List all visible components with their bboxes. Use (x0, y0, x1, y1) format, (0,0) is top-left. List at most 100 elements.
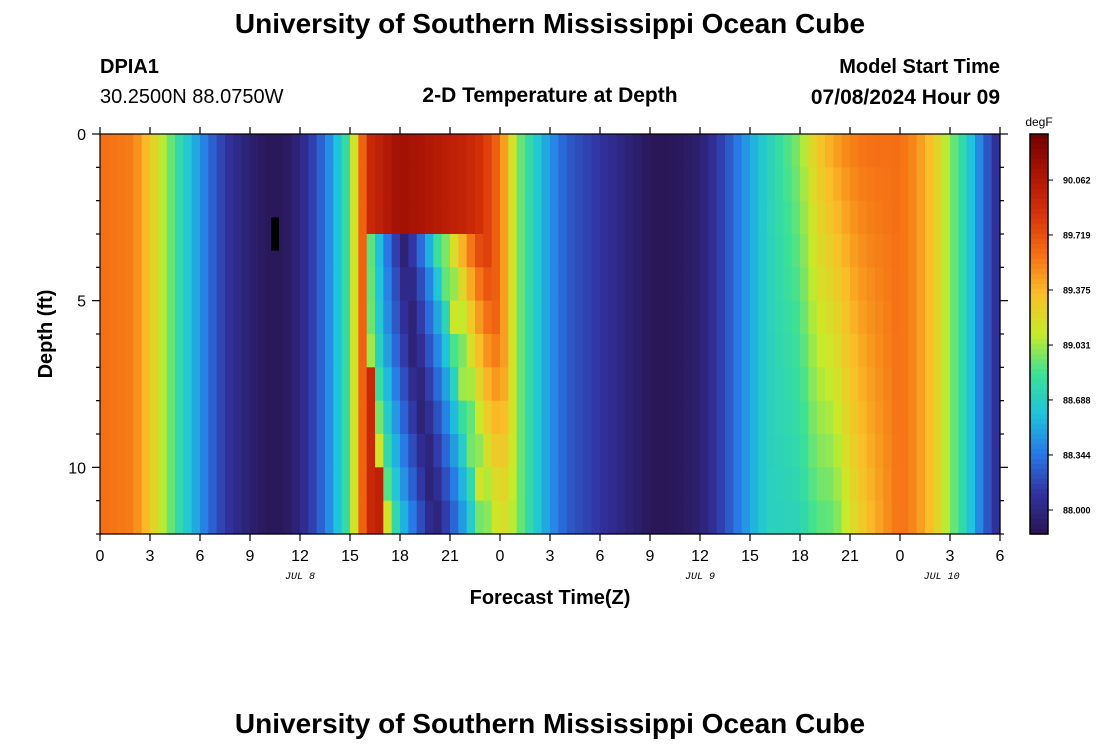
heatmap-cell (708, 200, 718, 235)
heatmap-cell (483, 234, 493, 268)
heatmap-cell (233, 200, 243, 235)
heatmap-cell (683, 200, 693, 235)
heatmap-cell (891, 134, 901, 168)
heatmap-cell (900, 234, 909, 268)
heatmap-cell (433, 167, 443, 202)
heatmap-cell (425, 267, 434, 302)
colorbar-cell (1030, 199, 1048, 205)
heatmap-cell (583, 300, 593, 335)
x-tick-label: 0 (96, 548, 105, 565)
main-title: University of Southern Mississippi Ocean… (234, 8, 866, 39)
heatmap-cell (483, 267, 493, 302)
heatmap-cell (725, 167, 734, 202)
heatmap-cell (916, 467, 926, 502)
heatmap-cell (391, 400, 401, 435)
heatmap-cell (316, 267, 326, 302)
heatmap-cell (275, 334, 284, 368)
heatmap-cell (125, 434, 134, 468)
heatmap-cell (416, 434, 426, 468)
heatmap-cell (608, 367, 618, 402)
heatmap-cell (858, 167, 868, 202)
heatmap-cell (408, 167, 418, 202)
heatmap-cell (350, 400, 359, 435)
heatmap-cell (983, 267, 993, 302)
heatmap-cell (891, 500, 901, 535)
heatmap-cell (358, 367, 368, 402)
heatmap-cell (766, 367, 776, 402)
heatmap-cell (591, 434, 601, 468)
heatmap-cell (883, 400, 893, 435)
heatmap-cell (600, 334, 609, 368)
heatmap-cell (283, 200, 293, 235)
heatmap-cell (900, 167, 909, 202)
heatmap-cell (491, 434, 501, 468)
heatmap-cell (591, 267, 601, 302)
heatmap-cell (108, 234, 118, 268)
heatmap-cell (408, 367, 418, 402)
heatmap-cell (308, 134, 318, 168)
heatmap-cell (350, 434, 359, 468)
heatmap-cell (941, 467, 951, 502)
colorbar-cell (1030, 339, 1048, 345)
heatmap-cell (458, 434, 468, 468)
heatmap-cell (933, 334, 943, 368)
heatmap-cell (316, 334, 326, 368)
heatmap-cell (541, 234, 551, 268)
heatmap-cell (908, 367, 918, 402)
heatmap-cell (941, 134, 951, 168)
heatmap-cell (833, 267, 843, 302)
heatmap-cell (841, 200, 851, 235)
heatmap-cell (541, 467, 551, 502)
heatmap-cell (850, 334, 859, 368)
heatmap-cell (766, 400, 776, 435)
heatmap-cell (475, 267, 484, 302)
heatmap-cell (100, 300, 109, 335)
heatmap-cell (808, 500, 818, 535)
heatmap-cell (391, 167, 401, 202)
heatmap-cell (933, 434, 943, 468)
missing-data-marker (271, 217, 279, 251)
colorbar-cell (1030, 499, 1048, 505)
heatmap-cell (691, 200, 701, 235)
heatmap-cell (200, 167, 209, 202)
heatmap-cell (708, 400, 718, 435)
colorbar-cell (1030, 504, 1048, 510)
heatmap-cell (900, 267, 909, 302)
heatmap-cell (550, 167, 559, 202)
heatmap-cell (133, 267, 143, 302)
heatmap-cell (200, 434, 209, 468)
heatmap-cell (908, 234, 918, 268)
heatmap-cell (900, 300, 909, 335)
heatmap-cell (516, 500, 526, 535)
heatmap-cell (833, 400, 843, 435)
heatmap-cell (350, 234, 359, 268)
heatmap-cell (525, 134, 534, 168)
heatmap-cell (583, 334, 593, 368)
heatmap-cell (308, 467, 318, 502)
heatmap-cell (183, 334, 193, 368)
heatmap-cell (691, 134, 701, 168)
heatmap-cell (283, 467, 293, 502)
heatmap-cell (658, 267, 668, 302)
heatmap-cell (566, 234, 576, 268)
heatmap-cell (833, 300, 843, 335)
heatmap-cell (725, 367, 734, 402)
heatmap-cell (783, 267, 793, 302)
heatmap-cell (383, 300, 393, 335)
x-tick-label: 3 (546, 548, 555, 565)
heatmap-cell (825, 167, 834, 202)
heatmap-cell (533, 367, 543, 402)
heatmap-cell (941, 300, 951, 335)
heatmap-cell (266, 300, 276, 335)
heatmap-cell (650, 267, 659, 302)
heatmap-cell (858, 134, 868, 168)
heatmap-cell (108, 367, 118, 402)
heatmap-cell (141, 467, 151, 502)
colorbar-cell (1030, 289, 1048, 295)
heatmap-cell (550, 300, 559, 335)
heatmap-cell (700, 334, 709, 368)
heatmap-cell (725, 434, 734, 468)
heatmap-cell (500, 200, 509, 235)
heatmap-cell (325, 467, 334, 502)
heatmap-cell (416, 334, 426, 368)
